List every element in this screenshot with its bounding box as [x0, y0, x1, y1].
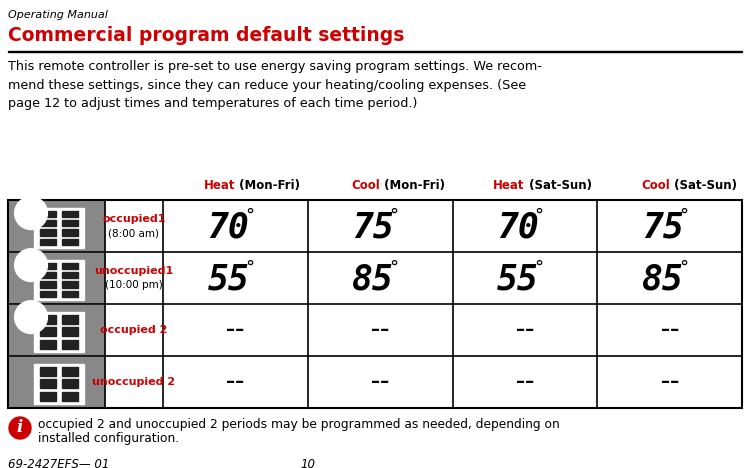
Text: Operating Manual: Operating Manual [8, 10, 108, 20]
Text: (Mon-Fri): (Mon-Fri) [380, 179, 446, 192]
Bar [62, 281, 78, 287]
Text: 75: 75 [352, 211, 394, 245]
Bar [40, 291, 56, 297]
Text: °: ° [389, 207, 399, 225]
Bar [40, 327, 56, 336]
Text: ––: –– [371, 373, 389, 391]
Text: ––: –– [661, 321, 679, 339]
Bar [62, 211, 78, 217]
Text: (Mon-Fri): (Mon-Fri) [236, 179, 300, 192]
Text: 70: 70 [497, 211, 538, 245]
Text: Commercial program default settings: Commercial program default settings [8, 26, 404, 45]
Bar [62, 291, 78, 297]
Bar [40, 367, 56, 376]
Bar [62, 263, 78, 269]
Text: 70: 70 [208, 211, 249, 245]
Text: ––: –– [661, 373, 679, 391]
Text: (8:00 am): (8:00 am) [109, 228, 160, 238]
Bar [40, 211, 56, 217]
Text: occupied1: occupied1 [102, 214, 166, 224]
Text: °: ° [389, 259, 399, 277]
Bar [40, 229, 56, 235]
Text: ––: –– [516, 321, 534, 339]
Bar [34, 208, 84, 248]
Bar [34, 364, 84, 404]
Text: ––: –– [226, 373, 244, 391]
Circle shape [15, 301, 47, 334]
Bar [62, 220, 78, 226]
Text: °: ° [244, 259, 254, 277]
Text: (Sat-Sun): (Sat-Sun) [525, 179, 592, 192]
Bar [62, 229, 78, 235]
Text: 75: 75 [642, 211, 683, 245]
Bar [62, 327, 78, 336]
Text: installed configuration.: installed configuration. [38, 432, 179, 445]
Text: °: ° [534, 207, 544, 225]
Text: This remote controller is pre-set to use energy saving program settings. We reco: This remote controller is pre-set to use… [8, 60, 542, 110]
Bar [62, 392, 78, 401]
Bar [34, 312, 84, 352]
Text: Heat: Heat [494, 179, 525, 192]
Bar [40, 379, 56, 388]
Bar [40, 281, 56, 287]
Text: unoccupied 2: unoccupied 2 [92, 377, 176, 387]
Bar [62, 340, 78, 349]
Text: Cool: Cool [351, 179, 380, 192]
Text: occupied 2 and unoccupied 2 periods may be programmed as needed, depending on: occupied 2 and unoccupied 2 periods may … [38, 418, 560, 431]
Text: °: ° [679, 207, 688, 225]
Text: (10:00 pm): (10:00 pm) [105, 280, 163, 290]
Text: 55: 55 [208, 263, 249, 297]
Bar [62, 272, 78, 278]
Text: 55: 55 [497, 263, 538, 297]
Bar [40, 272, 56, 278]
Circle shape [9, 417, 31, 439]
Text: °: ° [244, 207, 254, 225]
Bar [40, 340, 56, 349]
Bar [40, 239, 56, 245]
Bar [62, 367, 78, 376]
Bar [8, 200, 742, 408]
Bar [9, 357, 104, 407]
Text: 85: 85 [642, 263, 683, 297]
Text: unoccupied1: unoccupied1 [94, 266, 173, 276]
Text: (Sat-Sun): (Sat-Sun) [670, 179, 736, 192]
Text: i: i [16, 419, 23, 437]
Text: 69-2427EFS— 01: 69-2427EFS— 01 [8, 458, 109, 468]
Text: 85: 85 [352, 263, 394, 297]
Bar [62, 379, 78, 388]
Text: ––: –– [516, 373, 534, 391]
Bar [40, 220, 56, 226]
Text: ––: –– [226, 321, 244, 339]
Circle shape [15, 249, 47, 281]
Text: ––: –– [371, 321, 389, 339]
Text: occupied 2: occupied 2 [100, 325, 168, 335]
Bar [40, 392, 56, 401]
Bar [40, 315, 56, 324]
Bar [62, 239, 78, 245]
Bar [9, 253, 104, 303]
Bar [9, 305, 104, 355]
Text: Heat: Heat [204, 179, 236, 192]
Bar [34, 260, 84, 300]
Bar [8, 51, 742, 52]
Circle shape [15, 197, 47, 229]
Bar [62, 315, 78, 324]
Text: °: ° [679, 259, 688, 277]
Bar [9, 201, 104, 251]
Text: 10: 10 [300, 458, 315, 468]
Bar [40, 263, 56, 269]
Text: Cool: Cool [640, 179, 670, 192]
Text: °: ° [534, 259, 544, 277]
